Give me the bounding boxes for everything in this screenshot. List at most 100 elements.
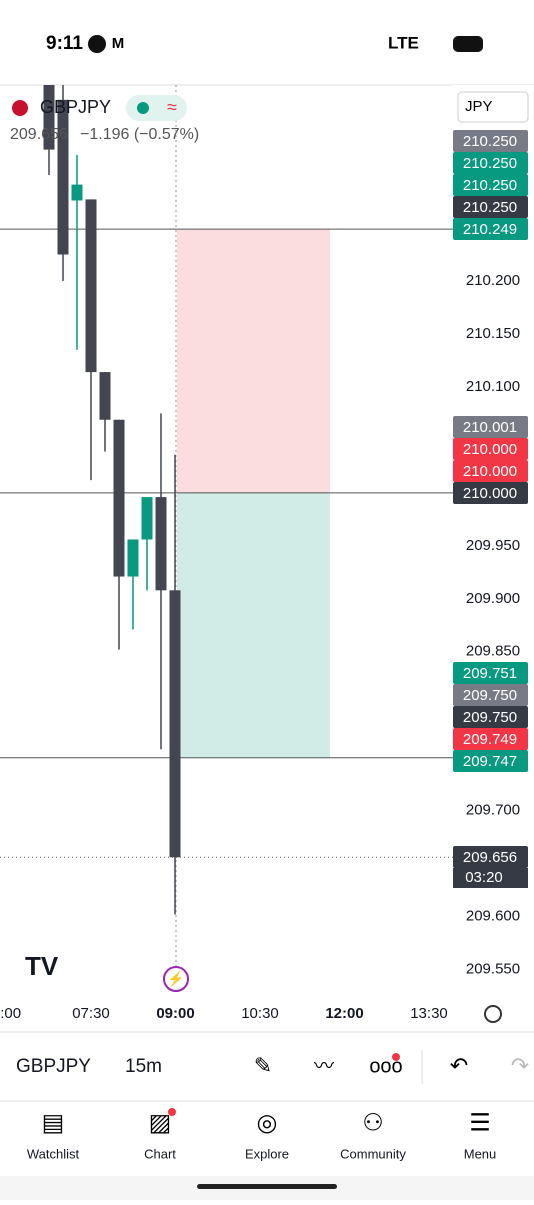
x-tick-label: 07:30 <box>72 1005 110 1022</box>
status-pill[interactable] <box>126 95 187 121</box>
home-indicator <box>197 1184 337 1189</box>
price-tag <box>453 130 528 152</box>
y-tick-label: 209.700 <box>466 802 520 819</box>
y-tick-label: 209.600 <box>466 908 520 925</box>
price-tag <box>453 460 528 482</box>
target-zone <box>177 492 330 758</box>
nav-icon[interactable]: ⚇ <box>362 1109 384 1136</box>
price-tag <box>453 174 528 196</box>
settings-icon[interactable] <box>484 1005 502 1023</box>
y-tick-label: 210.150 <box>466 325 520 342</box>
undo[interactable]: ↶ <box>450 1053 468 1078</box>
price-tag-label: 209.751 <box>463 665 517 682</box>
price-tag-label: 210.000 <box>463 441 517 458</box>
candle-body <box>99 372 111 420</box>
nav-label[interactable]: Menu <box>464 1146 497 1161</box>
price-tag <box>453 706 528 728</box>
event-icon: ⚡ <box>167 971 184 988</box>
candle-body <box>113 419 125 577</box>
change: −1.196 (−0.57%) <box>80 126 199 143</box>
y-tick-label: 209.950 <box>466 537 520 554</box>
y-tick-label: 210.100 <box>466 378 520 395</box>
y-tick-label: 209.900 <box>466 590 520 607</box>
nav-icon[interactable]: ☰ <box>469 1109 491 1136</box>
nav-label[interactable]: Community <box>340 1146 406 1161</box>
candle-body <box>155 497 167 591</box>
price-tag <box>453 482 528 504</box>
price-tag <box>453 438 528 460</box>
symbol: GBPJPY <box>40 97 111 117</box>
price-tag <box>453 416 528 438</box>
price-tag-label: 209.750 <box>463 709 517 726</box>
price-tag-label: 210.000 <box>463 463 517 480</box>
toolbar-interval[interactable]: 15m <box>125 1056 162 1077</box>
nav-icon[interactable]: ▤ <box>42 1109 65 1136</box>
price-tag <box>453 662 528 684</box>
candle-body <box>141 497 153 540</box>
x-tick-label: 12:00 <box>325 1005 363 1022</box>
badge <box>392 1053 400 1061</box>
price-tag <box>453 196 528 218</box>
indicator-tool[interactable]: 〰 <box>314 1055 334 1077</box>
price-tag-label: 209.656 <box>463 849 517 866</box>
delay-icon: ≈ <box>167 97 177 117</box>
nav-label[interactable]: Watchlist <box>27 1146 80 1161</box>
candle-body <box>85 199 97 373</box>
status-icon: M <box>112 35 125 52</box>
status-network: LTE <box>388 33 419 52</box>
market-open <box>137 102 149 114</box>
stop-zone <box>177 229 330 493</box>
badge <box>168 1108 176 1116</box>
toolbar-symbol[interactable]: GBPJPY <box>16 1056 91 1077</box>
y-tick-label: 209.550 <box>466 961 520 978</box>
price-tag <box>453 218 528 240</box>
candle-body <box>57 99 69 255</box>
chart: 210.200 210.150 210.100 209.950 209.900 209.8… <box>0 85 534 1022</box>
price-tag-label: 210.250 <box>463 155 517 172</box>
price-tag <box>453 846 528 868</box>
countdown-tag <box>453 868 528 888</box>
price-tag <box>453 750 528 772</box>
nav-icon[interactable]: ◎ <box>257 1109 278 1136</box>
price-tag <box>453 152 528 174</box>
redo[interactable]: ↷ <box>511 1053 529 1078</box>
price-tag-label: 210.250 <box>463 199 517 216</box>
last-price: 209.656 <box>10 126 68 143</box>
price-tag-label: 209.747 <box>463 753 517 770</box>
status-icon <box>88 35 106 53</box>
candle-body <box>127 539 139 577</box>
price-tag-label: 210.001 <box>463 419 517 436</box>
draw-tool[interactable]: ✎ <box>254 1053 272 1078</box>
x-tick-label: 10:30 <box>241 1005 279 1022</box>
nav-label[interactable]: Chart <box>144 1146 176 1161</box>
x-tick-label: 6:00 <box>0 1005 21 1022</box>
price-tag-label: 209.749 <box>463 731 517 748</box>
more-tool[interactable]: ooo <box>369 1055 402 1077</box>
candle-body <box>71 184 83 201</box>
currency: JPY <box>465 98 493 115</box>
y-tick-label: 209.850 <box>466 643 520 660</box>
candle-body <box>43 85 55 150</box>
flag <box>12 100 28 116</box>
bottom-nav: ▤ Watchlist ▨ Chart ◎ Explore ⚇ Community ☰ Menu <box>27 1108 496 1161</box>
candle-body <box>169 590 181 858</box>
countdown: 03:20 <box>465 869 503 886</box>
nav-label[interactable]: Explore <box>245 1146 289 1161</box>
price-tag-label: 209.750 <box>463 687 517 704</box>
price-tag-label: 210.249 <box>463 221 517 238</box>
battery <box>453 36 483 52</box>
logo: TV <box>25 951 59 981</box>
currency-select[interactable] <box>457 91 529 123</box>
price-tag <box>453 684 528 706</box>
price-tag-label: 210.250 <box>463 177 517 194</box>
nav-icon[interactable]: ▨ <box>149 1109 172 1136</box>
status-time: 9:11 <box>46 33 83 54</box>
price-tag-label: 210.250 <box>463 133 517 150</box>
price-tag <box>453 728 528 750</box>
event-icon[interactable] <box>163 966 189 992</box>
price-tag-label: 210.000 <box>463 485 517 502</box>
x-tick-label: 09:00 <box>156 1005 194 1022</box>
x-tick-label: 13:30 <box>410 1005 448 1022</box>
